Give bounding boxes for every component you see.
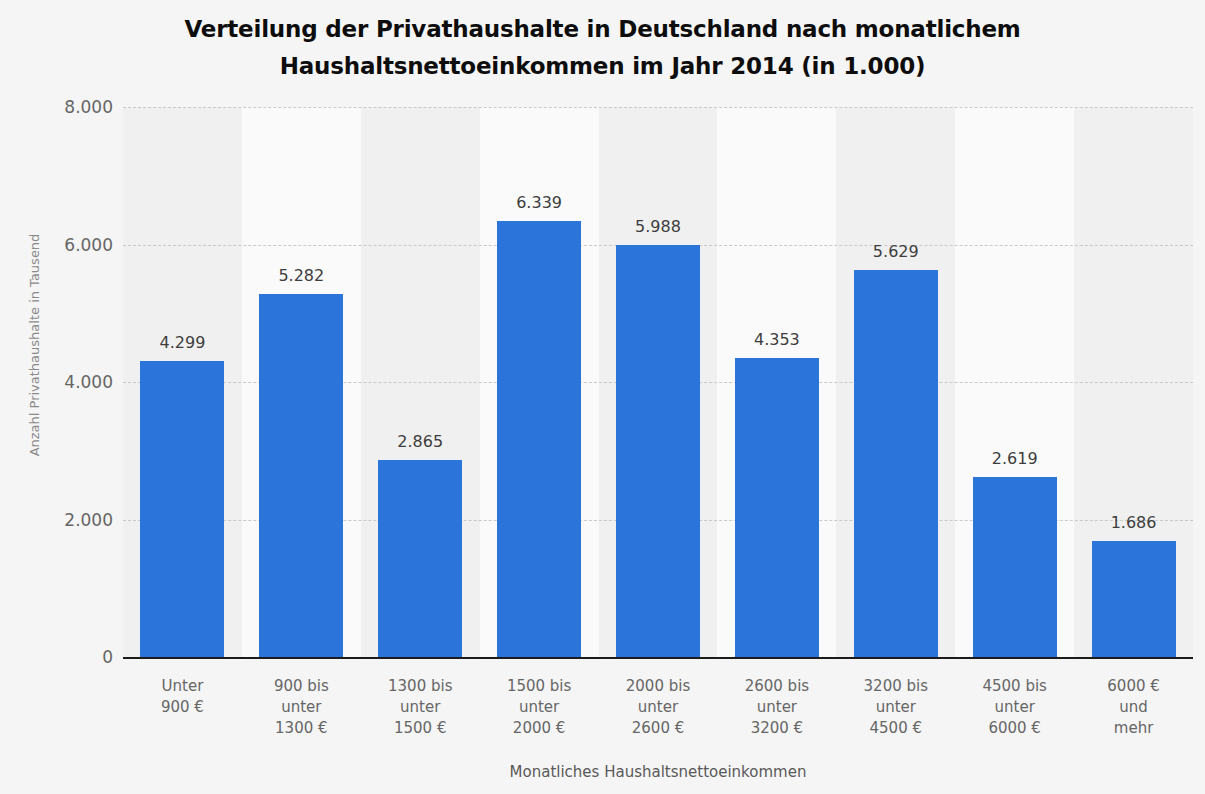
x-tick-label-line: unter: [955, 697, 1074, 718]
gridline: [123, 107, 1193, 108]
bar-value-label: 1.686: [1074, 513, 1193, 533]
bar: [378, 460, 462, 657]
x-tick-label-line: 1300 €: [242, 718, 361, 739]
x-tick-label-line: 2600 €: [599, 718, 718, 739]
x-tick-label: 2000 bisunter2600 €: [599, 676, 718, 739]
x-tick-label-line: unter: [361, 697, 480, 718]
x-tick-label: 900 bisunter1300 €: [242, 676, 361, 739]
bar: [140, 361, 224, 657]
x-tick-label: Unter900 €: [123, 676, 242, 739]
chart-title-line2: Haushaltsnettoeinkommen im Jahr 2014 (in…: [0, 48, 1205, 85]
x-tick-label-line: 1500 bis: [480, 676, 599, 697]
y-tick-label: 2.000: [0, 509, 113, 531]
y-axis-title: Anzahl Privathaushalte in Tausend: [27, 234, 42, 457]
x-tick-label-line: 6000 €: [955, 718, 1074, 739]
x-tick-label-line: 1500 €: [361, 718, 480, 739]
x-axis-labels: Unter900 €900 bisunter1300 €1300 bisunte…: [123, 676, 1193, 739]
bar-value-label: 6.339: [480, 193, 599, 213]
x-tick-label-line: 2000 bis: [599, 676, 718, 697]
bar: [1092, 541, 1176, 657]
bar: [735, 358, 819, 657]
bar: [259, 294, 343, 657]
y-tick-label: 8.000: [0, 96, 113, 118]
x-tick-label-line: mehr: [1074, 718, 1193, 739]
x-tick-label-line: unter: [836, 697, 955, 718]
bar: [616, 245, 700, 657]
x-tick-label-line: 2600 bis: [717, 676, 836, 697]
x-tick-label-line: Unter: [123, 676, 242, 697]
x-tick-label-line: und: [1074, 697, 1193, 718]
x-tick-label-line: unter: [480, 697, 599, 718]
x-tick-label: 3200 bisunter4500 €: [836, 676, 955, 739]
x-tick-label-line: 900 €: [123, 697, 242, 718]
y-tick-label: 0: [0, 646, 113, 668]
bar-value-label: 2.865: [361, 432, 480, 452]
x-tick-label-line: 4500 €: [836, 718, 955, 739]
chart-title: Verteilung der Privathaushalte in Deutsc…: [0, 11, 1205, 85]
x-axis-line: [123, 657, 1193, 659]
bar-value-label: 5.988: [599, 217, 718, 237]
chart-container: Verteilung der Privathaushalte in Deutsc…: [0, 0, 1205, 794]
x-tick-label: 2600 bisunter3200 €: [717, 676, 836, 739]
page: { "chart_data": { "type": "bar", "title"…: [0, 0, 1205, 794]
x-tick-label-line: 3200 bis: [836, 676, 955, 697]
plot-area: 4.299 5.282 2.865 6.3395.988 4.353 5.629 2.619…: [123, 107, 1193, 657]
bar-value-label: 5.282: [242, 266, 361, 286]
bar-value-label: 4.299: [123, 333, 242, 353]
x-tick-label-line: unter: [599, 697, 718, 718]
bar: [854, 270, 938, 657]
y-tick-label: 6.000: [0, 234, 113, 256]
x-tick-label: 4500 bisunter6000 €: [955, 676, 1074, 739]
x-tick-label-line: 1300 bis: [361, 676, 480, 697]
x-tick-label-line: 6000 €: [1074, 676, 1193, 697]
x-tick-label-line: unter: [242, 697, 361, 718]
x-tick-label-line: 2000 €: [480, 718, 599, 739]
y-tick-label: 4.000: [0, 371, 113, 393]
x-tick-label: 6000 €undmehr: [1074, 676, 1193, 739]
x-tick-label-line: 900 bis: [242, 676, 361, 697]
x-tick-label-line: 4500 bis: [955, 676, 1074, 697]
x-tick-label-line: unter: [717, 697, 836, 718]
x-tick-label: 1300 bisunter1500 €: [361, 676, 480, 739]
bar-value-label: 2.619: [955, 449, 1074, 469]
x-tick-label-line: 3200 €: [717, 718, 836, 739]
x-tick-label: 1500 bisunter2000 €: [480, 676, 599, 739]
x-axis-title: Monatliches Haushaltsnettoeinkommen: [123, 763, 1193, 781]
bar-value-label: 5.629: [836, 242, 955, 262]
chart-title-line1: Verteilung der Privathaushalte in Deutsc…: [0, 11, 1205, 48]
bar: [497, 221, 581, 657]
bar-value-label: 4.353: [717, 330, 836, 350]
bar: [973, 477, 1057, 657]
